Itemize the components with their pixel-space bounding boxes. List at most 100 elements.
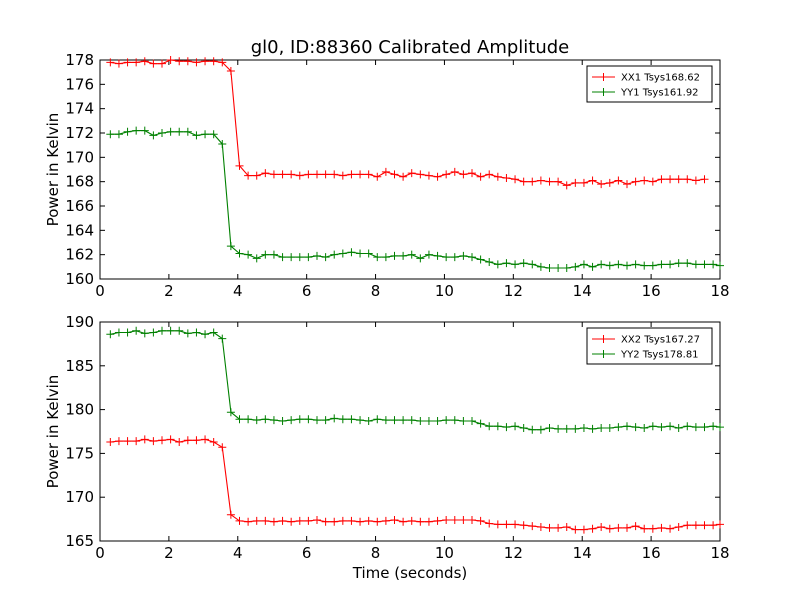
data-point	[545, 177, 554, 186]
data-point	[252, 254, 261, 263]
data-point	[330, 250, 339, 259]
data-point	[106, 58, 115, 67]
y-tick-label: 165	[65, 532, 94, 550]
data-point	[381, 416, 390, 425]
data-point	[313, 416, 321, 425]
data-point	[571, 178, 580, 187]
data-point	[442, 253, 451, 262]
data-point	[605, 261, 614, 270]
data-point	[709, 521, 718, 530]
data-point	[140, 126, 149, 135]
data-point	[562, 181, 571, 190]
data-point	[252, 171, 261, 180]
y-tick-label: 162	[65, 246, 94, 264]
data-point	[416, 517, 425, 526]
data-point	[330, 517, 339, 526]
y-tick-label: 160	[65, 270, 94, 288]
data-point	[691, 521, 700, 530]
data-point	[476, 255, 485, 264]
data-point	[209, 130, 218, 139]
data-point	[313, 170, 321, 179]
data-point	[683, 175, 692, 184]
series-line-0	[110, 438, 721, 531]
data-point	[666, 260, 675, 269]
data-point	[287, 170, 296, 179]
data-point	[424, 250, 433, 259]
data-point	[209, 438, 218, 447]
data-point	[545, 523, 554, 532]
data-point	[192, 131, 201, 140]
data-point	[235, 161, 244, 170]
data-point	[295, 415, 304, 424]
data-point	[468, 169, 476, 178]
y-axis-label: Power in Kelvin	[44, 375, 62, 489]
data-point	[442, 515, 451, 524]
data-point	[338, 249, 347, 258]
data-point	[485, 519, 494, 528]
data-point	[123, 328, 132, 337]
data-point	[175, 438, 184, 447]
x-tick-label: 0	[95, 282, 105, 300]
data-point	[459, 170, 468, 179]
data-point	[459, 515, 468, 524]
legend-box	[586, 65, 713, 103]
data-point	[519, 423, 528, 432]
data-point	[244, 250, 253, 259]
data-point	[416, 254, 425, 263]
y-tick-label: 168	[65, 173, 94, 191]
data-point	[158, 129, 166, 137]
series-line-1	[110, 130, 721, 269]
data-point	[364, 416, 373, 425]
data-point	[183, 329, 192, 338]
data-point	[536, 262, 545, 271]
data-point	[235, 249, 244, 258]
data-point	[579, 423, 588, 432]
data-point	[666, 422, 675, 431]
data-point	[674, 522, 683, 531]
data-point	[235, 415, 244, 424]
data-point	[502, 423, 511, 432]
data-point	[166, 326, 175, 335]
data-point	[158, 59, 166, 68]
legend-entry-label: XX2 Tsys167.27	[621, 335, 700, 346]
data-point	[192, 58, 201, 67]
data-point	[149, 437, 158, 446]
data-point	[356, 416, 365, 425]
data-point	[381, 167, 390, 176]
data-point	[149, 59, 158, 68]
data-point	[433, 251, 442, 260]
data-point	[716, 423, 724, 432]
y-tick-label: 176	[65, 75, 94, 93]
data-point	[192, 328, 201, 337]
data-point	[511, 520, 520, 529]
x-tick-label: 10	[435, 282, 454, 300]
data-point	[623, 180, 631, 189]
data-point	[226, 66, 235, 75]
data-point	[683, 422, 692, 431]
data-point	[657, 175, 666, 184]
data-point	[226, 510, 235, 519]
data-point	[597, 423, 606, 432]
data-point	[493, 520, 502, 529]
data-point	[338, 415, 347, 424]
y-tick-label: 180	[65, 401, 94, 419]
legend-entry-label: YY1 Tsys161.92	[620, 88, 699, 99]
data-point	[149, 328, 158, 337]
x-tick-label: 2	[164, 544, 174, 562]
data-point	[278, 253, 287, 262]
data-point	[562, 522, 571, 531]
data-point	[252, 416, 261, 425]
data-point	[330, 414, 339, 423]
data-point	[579, 178, 588, 187]
data-point	[407, 516, 416, 525]
data-point	[166, 435, 175, 444]
data-point	[399, 172, 408, 181]
data-point	[709, 260, 718, 269]
data-point	[528, 177, 537, 186]
x-tick-label: 4	[233, 544, 243, 562]
y-tick-label: 170	[65, 488, 94, 506]
axes-frame	[99, 59, 721, 280]
data-point	[493, 172, 502, 181]
data-point	[631, 522, 640, 531]
data-point	[183, 436, 192, 445]
